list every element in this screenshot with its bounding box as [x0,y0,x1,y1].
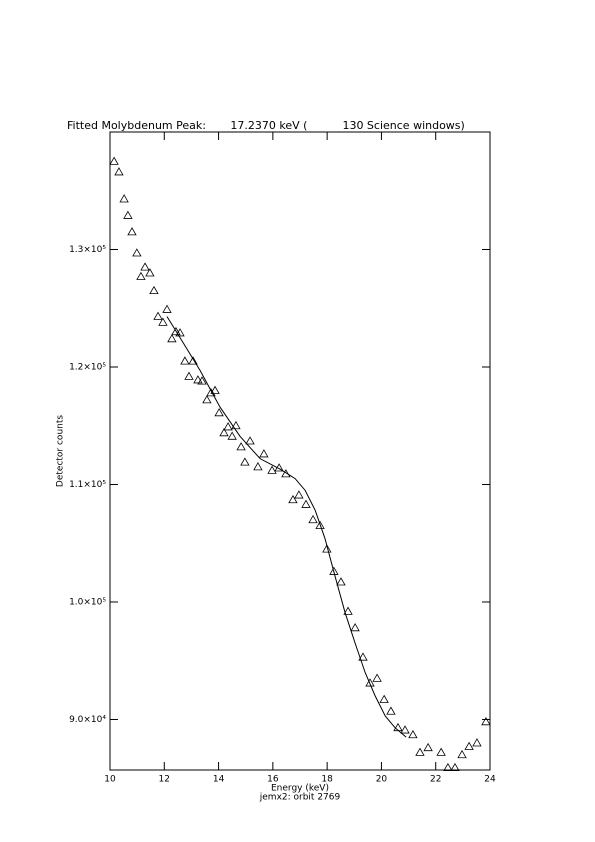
y-tick-label: 9.0×10⁴ [69,715,106,725]
chart-title: Fitted Molybdenum Peak: 17.2370 keV ( 13… [67,119,465,132]
x-tick-label: 20 [376,775,388,785]
x-tick-label: 14 [213,775,225,785]
subtitle: jemx2: orbit 2769 [259,793,341,803]
data-point [436,747,446,756]
data-point [464,741,474,750]
data-point [231,420,241,430]
data-point [132,248,142,257]
data-point [149,285,159,295]
data-point [202,395,212,404]
data-point [457,749,467,759]
data-point [315,520,325,530]
data-point [386,706,396,715]
data-point [372,673,382,682]
x-tick-label: 22 [430,775,441,785]
y-tick-label: 1.3×10⁵ [69,245,106,255]
data-point [253,462,263,471]
y-tick-label: 1.0×10⁵ [69,597,106,607]
fit-line [166,316,407,738]
data-point [400,725,410,734]
data-point [210,385,220,394]
x-tick-label: 24 [484,775,496,785]
data-point [136,271,146,280]
data-point [301,499,311,508]
data-point [329,566,339,575]
x-tick-label: 16 [267,775,279,785]
data-point [408,729,418,739]
data-point [171,326,181,336]
data-point [119,194,129,203]
x-tick-label: 10 [104,775,116,785]
y-tick-label: 1.1×10⁵ [69,480,106,490]
data-point [123,210,133,219]
data-point [365,678,375,687]
data-point [308,514,318,524]
data-point [109,156,119,165]
x-tick-label: 12 [159,775,170,785]
data-point [188,356,198,365]
data-point [294,490,304,499]
data-point [281,469,291,478]
data-point [443,762,453,772]
data-point [322,544,332,553]
data-point [343,606,353,615]
data-point [336,577,346,586]
data-point [162,304,172,313]
data-point [114,167,124,176]
data-point [193,375,203,384]
data-point [145,268,155,277]
data-point [227,431,237,440]
data-point [214,408,224,417]
y-tick-label: 1.2×10⁵ [69,362,106,372]
data-point [236,442,246,451]
data-point [153,311,163,320]
plot-frame [109,131,491,771]
data-point [223,422,233,431]
data-point [219,427,229,437]
data-point [140,262,150,271]
data-point [197,376,207,385]
data-point [415,747,425,756]
data-point [481,717,491,726]
data-point [167,333,177,343]
data-point [450,762,460,772]
data-point [184,371,194,380]
data-point [206,388,216,397]
data-point [358,652,368,661]
data-point [267,465,277,474]
x-tick-label: 18 [321,775,333,785]
data-point [288,494,298,504]
data-point [180,356,190,365]
data-point [245,436,255,445]
x-axis-label: Energy (keV) [271,784,329,794]
data-point [379,694,389,703]
y-axis-label: Detector counts [56,415,66,487]
data-point [350,623,360,632]
data-point [240,457,250,466]
data-point [423,742,433,752]
data-point [175,328,185,337]
data-point [158,317,168,326]
data-point [472,738,482,747]
data-point [259,449,269,458]
data-point [127,227,137,236]
